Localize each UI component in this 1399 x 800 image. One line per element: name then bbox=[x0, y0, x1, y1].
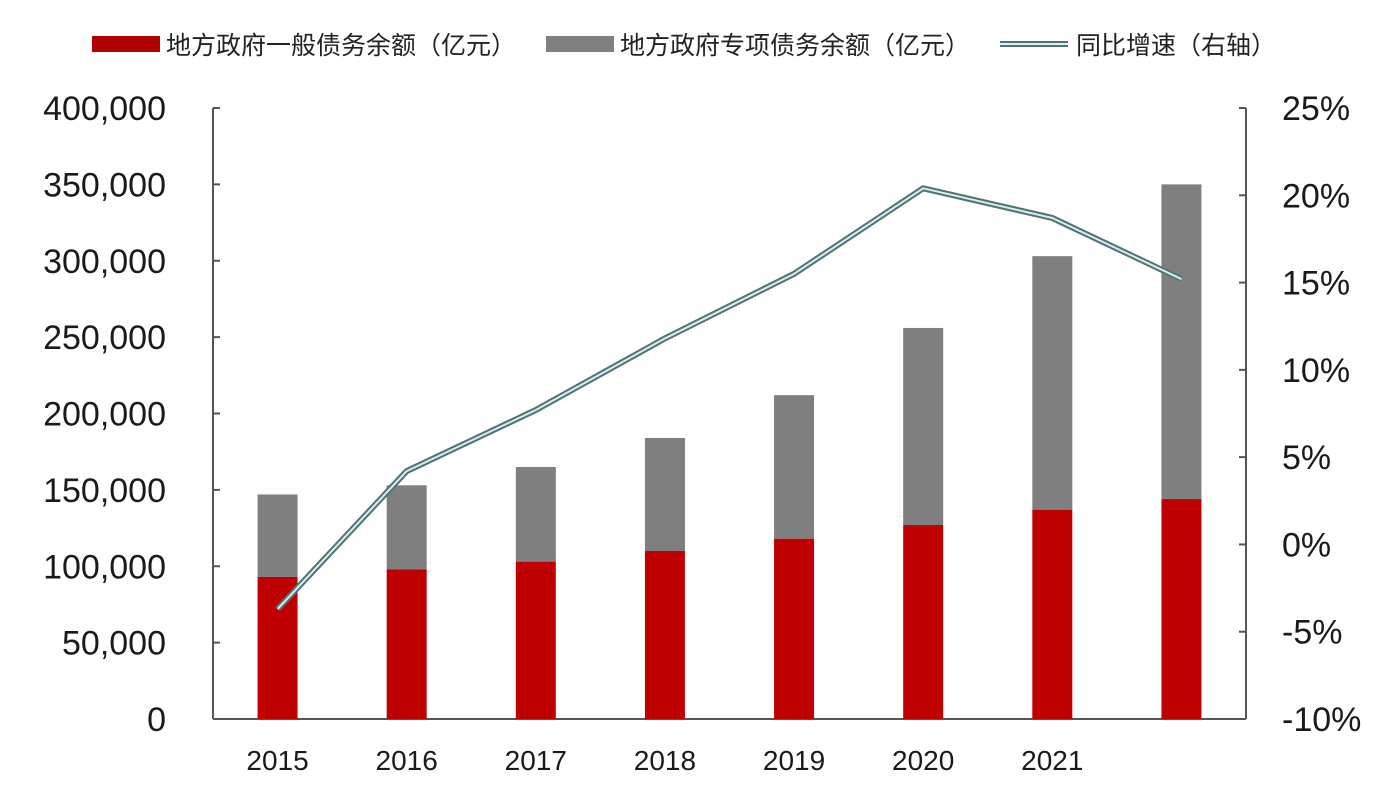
bar-general-debt bbox=[515, 561, 556, 719]
left-tick-label: 150,000 bbox=[43, 472, 166, 510]
growth-line-inner bbox=[276, 187, 1182, 610]
axes bbox=[212, 107, 1247, 720]
left-tick-label: 50,000 bbox=[62, 625, 166, 663]
left-tick-label: 200,000 bbox=[43, 396, 166, 434]
x-tick-label: 2019 bbox=[763, 745, 825, 776]
right-tick-label: 20% bbox=[1282, 177, 1350, 215]
legend-label: 地方政府一般债务余额（亿元） bbox=[166, 31, 517, 60]
x-tick-label: 2020 bbox=[892, 745, 954, 776]
legend-label: 同比增速（右轴） bbox=[1076, 31, 1277, 60]
right-tick-label: 15% bbox=[1282, 265, 1350, 303]
right-tick-label: 5% bbox=[1282, 439, 1331, 477]
bar-special-debt bbox=[903, 327, 944, 526]
x-tick-label: 2018 bbox=[634, 745, 696, 776]
bar-special-debt bbox=[644, 437, 685, 551]
left-tick-label: 350,000 bbox=[43, 166, 166, 204]
legend-item-growth-rate: 同比增速（右轴） bbox=[1000, 26, 1276, 62]
bar-general-debt bbox=[644, 550, 685, 719]
axis-labels: 0 50,000 100,000 150,000 200,000 250,000 300,0… bbox=[43, 90, 1361, 776]
bar-special-debt bbox=[774, 395, 815, 539]
bar-special-debt bbox=[257, 494, 298, 577]
left-tick-label: 0 bbox=[147, 701, 166, 739]
x-tick-label: 2016 bbox=[376, 745, 438, 776]
left-tick-label: 300,000 bbox=[43, 243, 166, 281]
bar-special-debt bbox=[1161, 184, 1202, 500]
legend-swatch-red bbox=[92, 36, 160, 52]
bar-general-debt bbox=[1161, 499, 1202, 719]
bar-general-debt bbox=[1032, 509, 1073, 719]
left-tick-label: 400,000 bbox=[43, 90, 166, 128]
right-tick-label: -5% bbox=[1282, 614, 1342, 652]
x-tick-label: 2021 bbox=[1021, 745, 1083, 776]
x-tick-label: 2017 bbox=[505, 745, 567, 776]
legend-swatch-line bbox=[1000, 41, 1069, 47]
legend-item-special-debt: 地方政府专项债务余额（亿元） bbox=[546, 26, 970, 62]
legend-item-general-debt: 地方政府一般债务余额（亿元） bbox=[92, 26, 516, 62]
chart-legend: 地方政府一般债务余额（亿元） 地方政府专项债务余额（亿元） 同比增速（右轴） bbox=[92, 26, 1306, 62]
right-tick-label: 10% bbox=[1282, 352, 1350, 390]
bar-special-debt bbox=[515, 466, 556, 562]
bar-general-debt bbox=[257, 576, 298, 719]
bars bbox=[257, 184, 1202, 719]
growth-line bbox=[275, 185, 1183, 612]
right-tick-label: 25% bbox=[1282, 90, 1350, 128]
right-tick-label: 0% bbox=[1282, 526, 1331, 564]
legend-label: 地方政府专项债务余额（亿元） bbox=[620, 31, 971, 60]
bar-general-debt bbox=[386, 569, 427, 719]
right-tick-label: -10% bbox=[1282, 701, 1361, 739]
left-tick-label: 100,000 bbox=[43, 548, 166, 586]
left-tick-label: 250,000 bbox=[43, 319, 166, 357]
bar-special-debt bbox=[1032, 256, 1073, 510]
x-tick-label: 2015 bbox=[246, 745, 308, 776]
bar-special-debt bbox=[386, 485, 427, 570]
bar-general-debt bbox=[774, 538, 815, 719]
bar-general-debt bbox=[903, 525, 944, 719]
legend-swatch-gray bbox=[546, 36, 615, 52]
